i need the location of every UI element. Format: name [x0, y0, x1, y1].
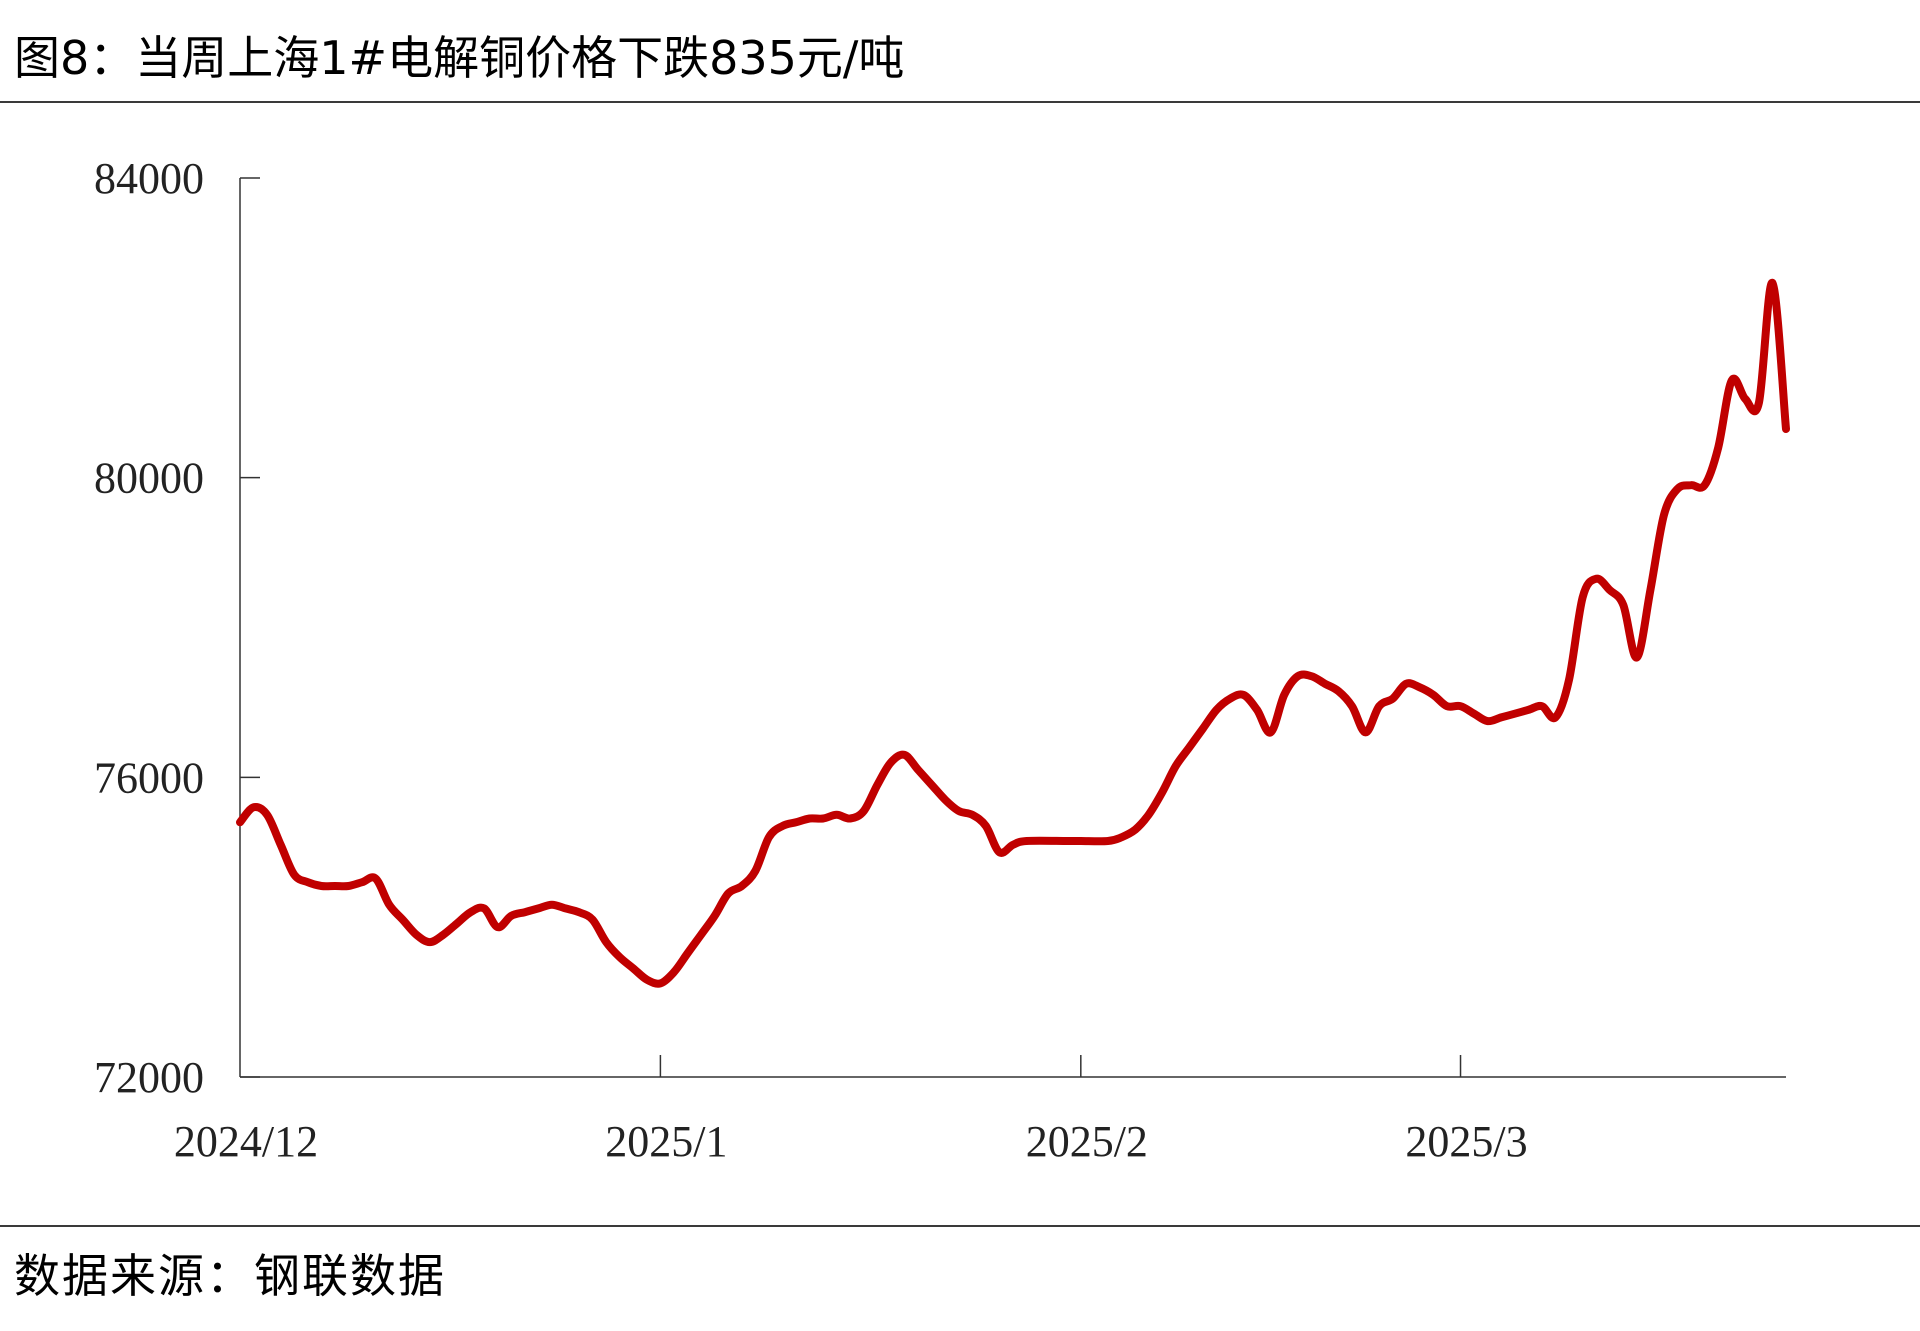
y-tick-label: 72000: [94, 1053, 204, 1102]
x-tick-label: 2025/2: [1026, 1117, 1148, 1166]
x-tick-label: 2024/12: [174, 1117, 318, 1166]
chart-series: [236, 278, 1790, 988]
chart-ticks: 72000 76000 80000 84000 2024/12 2025/1 2025/2 2…: [94, 154, 1528, 1166]
x-tick-label: 2025/3: [1405, 1117, 1527, 1166]
chart-axes: [239, 178, 1786, 1078]
x-tick-label: 2025/1: [605, 1117, 727, 1166]
top-divider: [0, 101, 1920, 103]
y-tick-label: 80000: [94, 454, 204, 503]
y-tick-label: 76000: [94, 753, 204, 802]
data-source: 数据来源：钢联数据: [14, 1249, 446, 1303]
bottom-divider: [0, 1225, 1920, 1227]
price-series-line-0: [236, 278, 1790, 988]
chart-title: 图8：当周上海1#电解铜价格下跌835元/吨: [14, 31, 905, 85]
y-tick-label: 84000: [94, 154, 204, 203]
line-chart: 72000 76000 80000 84000 2024/12 2025/1 2025/2 2…: [94, 154, 1790, 1166]
